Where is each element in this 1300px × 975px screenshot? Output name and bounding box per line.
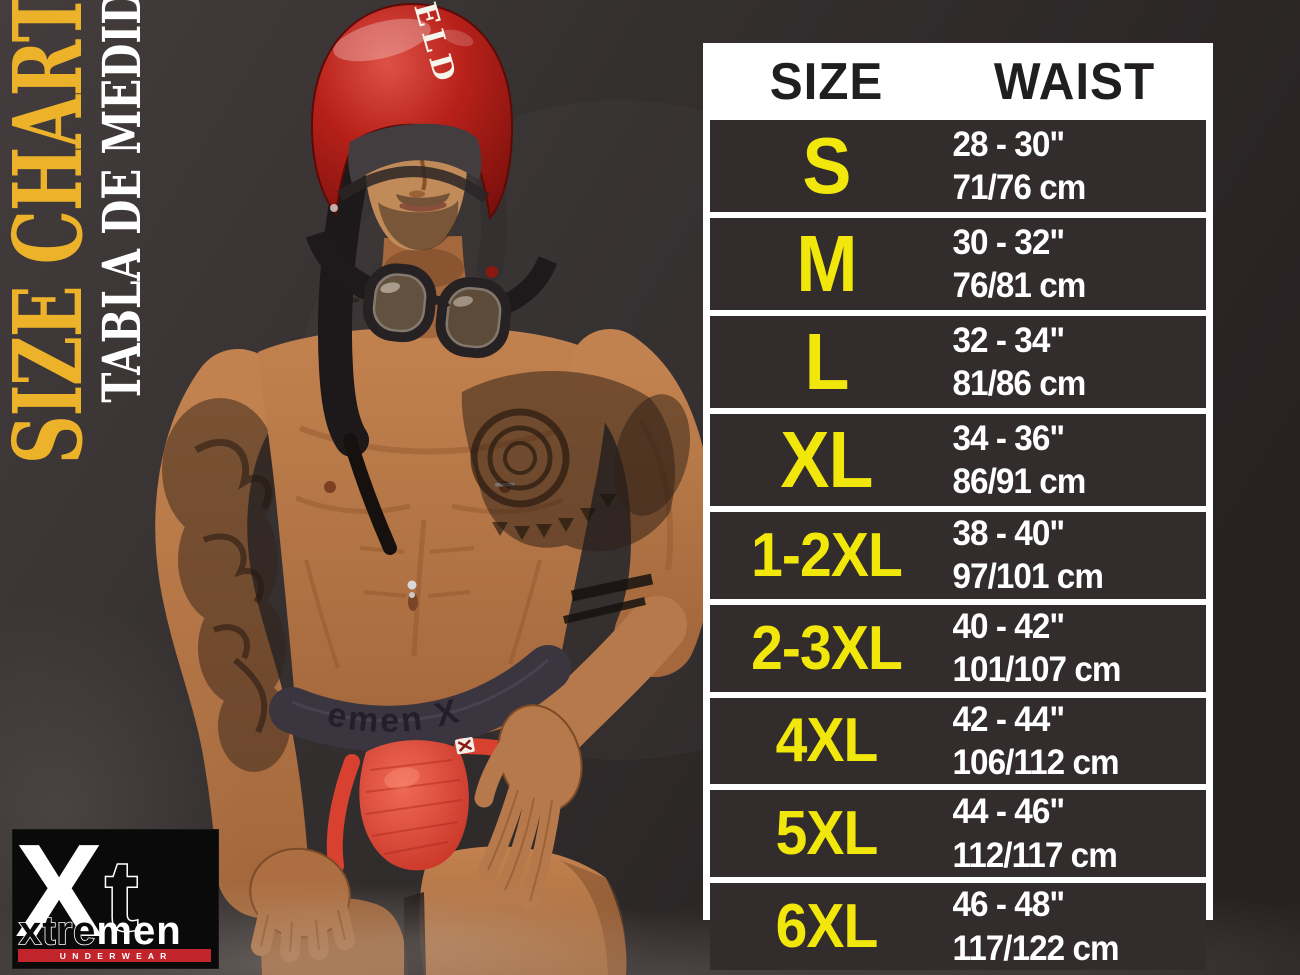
logo-wordmark-outline: xtre <box>19 909 96 953</box>
size-table: SIZE WAIST S 28 - 30" 71/76 cm M 30 - 32… <box>703 43 1213 970</box>
size-value: 5XL <box>775 799 879 869</box>
helmet: ELD <box>310 0 514 221</box>
waist-value: 44 - 46" 112/117 cm <box>943 790 1193 877</box>
chest-tattoo <box>461 370 691 552</box>
waist-inches: 44 - 46" <box>952 792 1066 832</box>
waist-cm: 117/122 cm <box>952 928 1120 968</box>
waist-value: 34 - 36" 86/91 cm <box>943 417 1193 504</box>
size-value: 1-2XL <box>751 520 903 590</box>
page-title-spanish: TABLA DE MEDIDAS <box>92 0 153 403</box>
size-value: XL <box>780 415 873 504</box>
waist-inches: 38 - 40" <box>952 514 1066 553</box>
goggles-strap <box>317 155 369 457</box>
waist-value: 30 - 32" 76/81 cm <box>943 221 1193 308</box>
size-value: S <box>802 121 851 210</box>
waist-inches: 30 - 32" <box>952 222 1066 262</box>
table-row: XL 34 - 36" 86/91 cm <box>710 414 1206 506</box>
table-row: M 30 - 32" 76/81 cm <box>710 218 1206 310</box>
waist-value: 40 - 42" 101/107 cm <box>943 605 1193 692</box>
waist-value: 38 - 40" 97/101 cm <box>943 512 1193 599</box>
size-value: 2-3XL <box>751 613 903 683</box>
waist-inches: 28 - 30" <box>952 124 1066 164</box>
logo-underwear-label: U N D E R W E A R <box>60 951 168 961</box>
waist-cm: 106/112 cm <box>952 742 1120 782</box>
left-hand <box>474 704 583 911</box>
waist-value: 32 - 34" 81/86 cm <box>943 319 1193 406</box>
waist-inches: 32 - 34" <box>952 320 1066 360</box>
size-value: 4XL <box>775 706 879 776</box>
underwear-pouch <box>326 737 550 874</box>
table-row: 1-2XL 38 - 40" 97/101 cm <box>710 512 1206 599</box>
size-table-header: SIZE WAIST <box>710 50 1206 114</box>
waist-value: 46 - 48" 117/122 cm <box>943 883 1193 970</box>
waist-inches: 42 - 44" <box>952 699 1066 739</box>
table-row: S 28 - 30" 71/76 cm <box>710 120 1206 212</box>
waist-inches: 40 - 42" <box>952 606 1066 646</box>
waistband-x-tag <box>455 737 475 755</box>
waist-value: 28 - 30" 71/76 cm <box>943 123 1193 210</box>
svg-text:xtremen: xtremen <box>19 909 182 953</box>
waist-cm: 112/117 cm <box>952 835 1118 875</box>
table-row: 2-3XL 40 - 42" 101/107 cm <box>710 604 1206 692</box>
waist-inches: 46 - 48" <box>952 885 1066 925</box>
size-value: L <box>804 317 849 406</box>
logo-underwear-bar <box>18 949 211 962</box>
waist-cm: 97/101 cm <box>952 557 1104 597</box>
waist-cm: 71/76 cm <box>952 168 1087 207</box>
logo-t-monogram: t <box>105 840 138 952</box>
armband-tattoo <box>563 573 654 624</box>
size-value: 6XL <box>775 892 879 962</box>
table-row: L 32 - 34" 81/86 cm <box>710 316 1206 408</box>
logo-x-monogram: X <box>15 830 103 964</box>
page-title-english: SIZE CHART <box>0 0 104 465</box>
goggles <box>305 229 558 359</box>
xtremen-logo: X t xtremen U N D E R W E A R <box>12 829 219 969</box>
table-row: 4XL 42 - 44" 106/112 cm <box>710 697 1206 785</box>
column-header-waist: WAIST <box>993 53 1156 111</box>
size-table-rows: S 28 - 30" 71/76 cm M 30 - 32" 76/81 cm … <box>710 120 1206 970</box>
waist-value: 42 - 44" 106/112 cm <box>943 698 1193 785</box>
waist-cm: 101/107 cm <box>952 650 1122 690</box>
waist-cm: 86/91 cm <box>952 462 1087 501</box>
table-row: 6XL 46 - 48" 117/122 cm <box>710 883 1206 970</box>
waist-cm: 81/86 cm <box>952 364 1087 403</box>
table-row: 5XL 44 - 46" 112/117 cm <box>710 790 1206 878</box>
column-header-size: SIZE <box>769 53 884 111</box>
waist-cm: 76/81 cm <box>952 266 1087 305</box>
logo-wordmark-solid: men <box>96 909 181 953</box>
size-value: M <box>796 219 857 308</box>
waist-inches: 34 - 36" <box>952 418 1066 458</box>
